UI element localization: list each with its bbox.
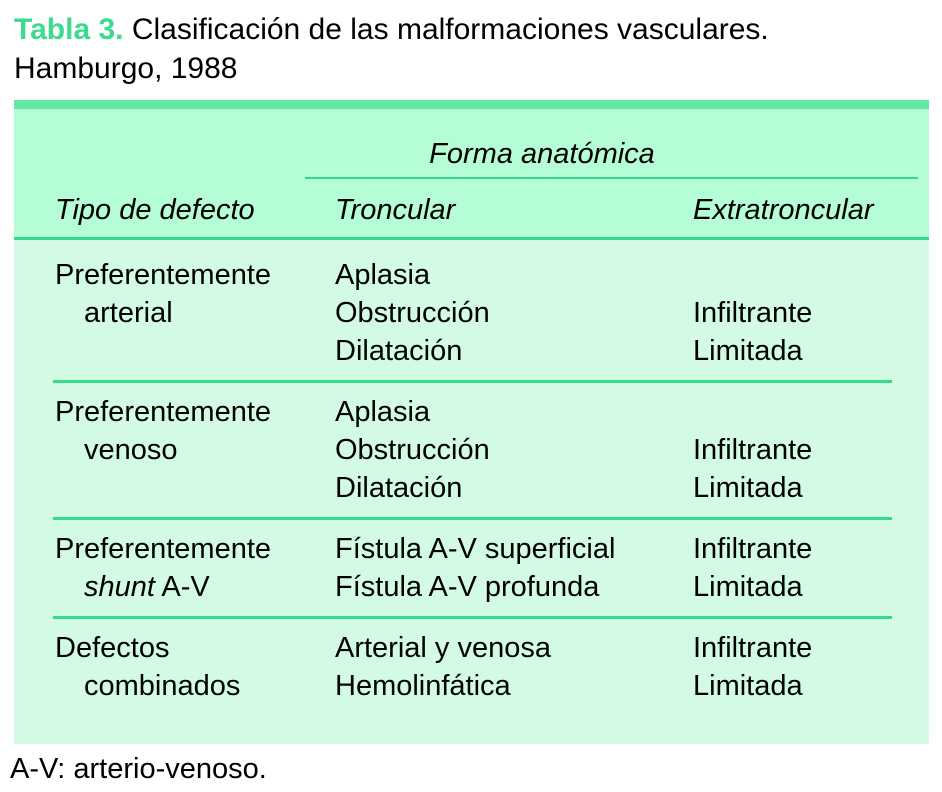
cell-defect-type: Preferentemente shunt A-V xyxy=(14,530,335,606)
cell-line: Infiltrante xyxy=(693,632,813,664)
cell-line: Limitada xyxy=(693,670,803,702)
cell-defect-type: Defectos combinados xyxy=(14,629,335,705)
table-title-line2: Hamburgo, 1988 xyxy=(14,52,238,85)
cell-line: Infiltrante xyxy=(693,297,813,329)
cell-line: shunt A-V xyxy=(55,568,335,606)
row-separator-line xyxy=(53,517,892,520)
cell-line xyxy=(693,393,929,431)
cell-line: Preferentemente xyxy=(55,259,272,291)
cell-line: Infiltrante xyxy=(693,434,813,466)
cell-troncular: Aplasia Obstrucción Dilatación xyxy=(335,256,693,370)
cell-line xyxy=(55,469,335,507)
table-title-label: Tabla 3. xyxy=(14,13,124,46)
cell-defect-type: Preferentemente arterial xyxy=(14,256,335,370)
cell-line: combinados xyxy=(84,670,241,702)
cell-extratroncular: Infiltrante Limitada xyxy=(693,530,929,606)
cell-line: Fístula A-V superficial xyxy=(335,533,616,565)
cell-line: Dilatación xyxy=(335,335,463,367)
table-body: Preferentemente arterial Aplasia Obstruc… xyxy=(14,240,929,744)
column-header-troncular: Troncular xyxy=(335,194,456,226)
cell-line: Aplasia xyxy=(335,259,431,291)
cell-troncular: Aplasia Obstrucción Dilatación xyxy=(335,393,693,507)
cell-line: Preferentemente xyxy=(55,533,272,565)
cell-line: Fístula A-V profunda xyxy=(335,571,600,603)
cell-line: Limitada xyxy=(693,472,803,504)
cell-defect-type: Preferentemente venoso xyxy=(14,393,335,507)
cell-troncular: Fístula A-V superficial Fístula A-V prof… xyxy=(335,530,693,606)
cell-line: Limitada xyxy=(693,571,803,603)
table-row: Defectos combinados Arterial y venosa He… xyxy=(14,629,929,705)
cell-line: Aplasia xyxy=(335,396,431,428)
cell-line: Hemolinfática xyxy=(335,670,511,702)
table-row: Preferentemente shunt A-V Fístula A-V su… xyxy=(14,530,929,606)
cell-troncular: Arterial y venosa Hemolinfática xyxy=(335,629,693,705)
shunt-rest-text: A-V xyxy=(154,571,210,603)
shunt-italic-text: shunt xyxy=(84,571,155,603)
footnote: A-V: arterio-venoso. xyxy=(10,753,267,785)
column-header-extratroncular: Extratroncular xyxy=(693,194,874,226)
row-separator-line xyxy=(53,380,892,383)
cell-line: Dilatación xyxy=(335,472,463,504)
cell-line: Infiltrante xyxy=(693,533,813,565)
table-top-bar xyxy=(14,100,929,109)
cell-line: arterial xyxy=(84,297,173,329)
cell-line xyxy=(693,256,929,294)
cell-extratroncular: Infiltrante Limitada xyxy=(693,629,929,705)
column-header-tipo-de-defecto: Tipo de defecto xyxy=(55,194,255,226)
cell-extratroncular: Infiltrante Limitada xyxy=(693,256,929,370)
cell-line: Limitada xyxy=(693,335,803,367)
header-group-row: Forma anatómica xyxy=(14,109,929,177)
row-separator-line xyxy=(53,616,892,619)
table-row: Preferentemente venoso Aplasia Obstrucci… xyxy=(14,393,929,507)
cell-line: Obstrucción xyxy=(335,297,490,329)
classification-table: Forma anatómica Tipo de defecto Troncula… xyxy=(14,100,929,744)
cell-line: Defectos xyxy=(55,632,170,664)
table-title: Tabla 3. Clasificación de las malformaci… xyxy=(14,10,930,88)
cell-line: Obstrucción xyxy=(335,434,490,466)
cell-line: venoso xyxy=(84,434,178,466)
cell-line xyxy=(55,332,335,370)
header-group-label: Forma anatómica xyxy=(429,138,655,170)
table-header: Forma anatómica Tipo de defecto Troncula… xyxy=(14,109,929,237)
cell-extratroncular: Infiltrante Limitada xyxy=(693,393,929,507)
column-headers-row: Tipo de defecto Troncular Extratroncular xyxy=(14,179,929,237)
header-group-underline xyxy=(305,177,918,179)
cell-line: Preferentemente xyxy=(55,396,272,428)
table-title-text: Clasificación de las malformaciones vasc… xyxy=(131,13,769,46)
header-separator-line xyxy=(14,237,929,240)
table-row: Preferentemente arterial Aplasia Obstruc… xyxy=(14,256,929,370)
cell-line: Arterial y venosa xyxy=(335,632,551,664)
